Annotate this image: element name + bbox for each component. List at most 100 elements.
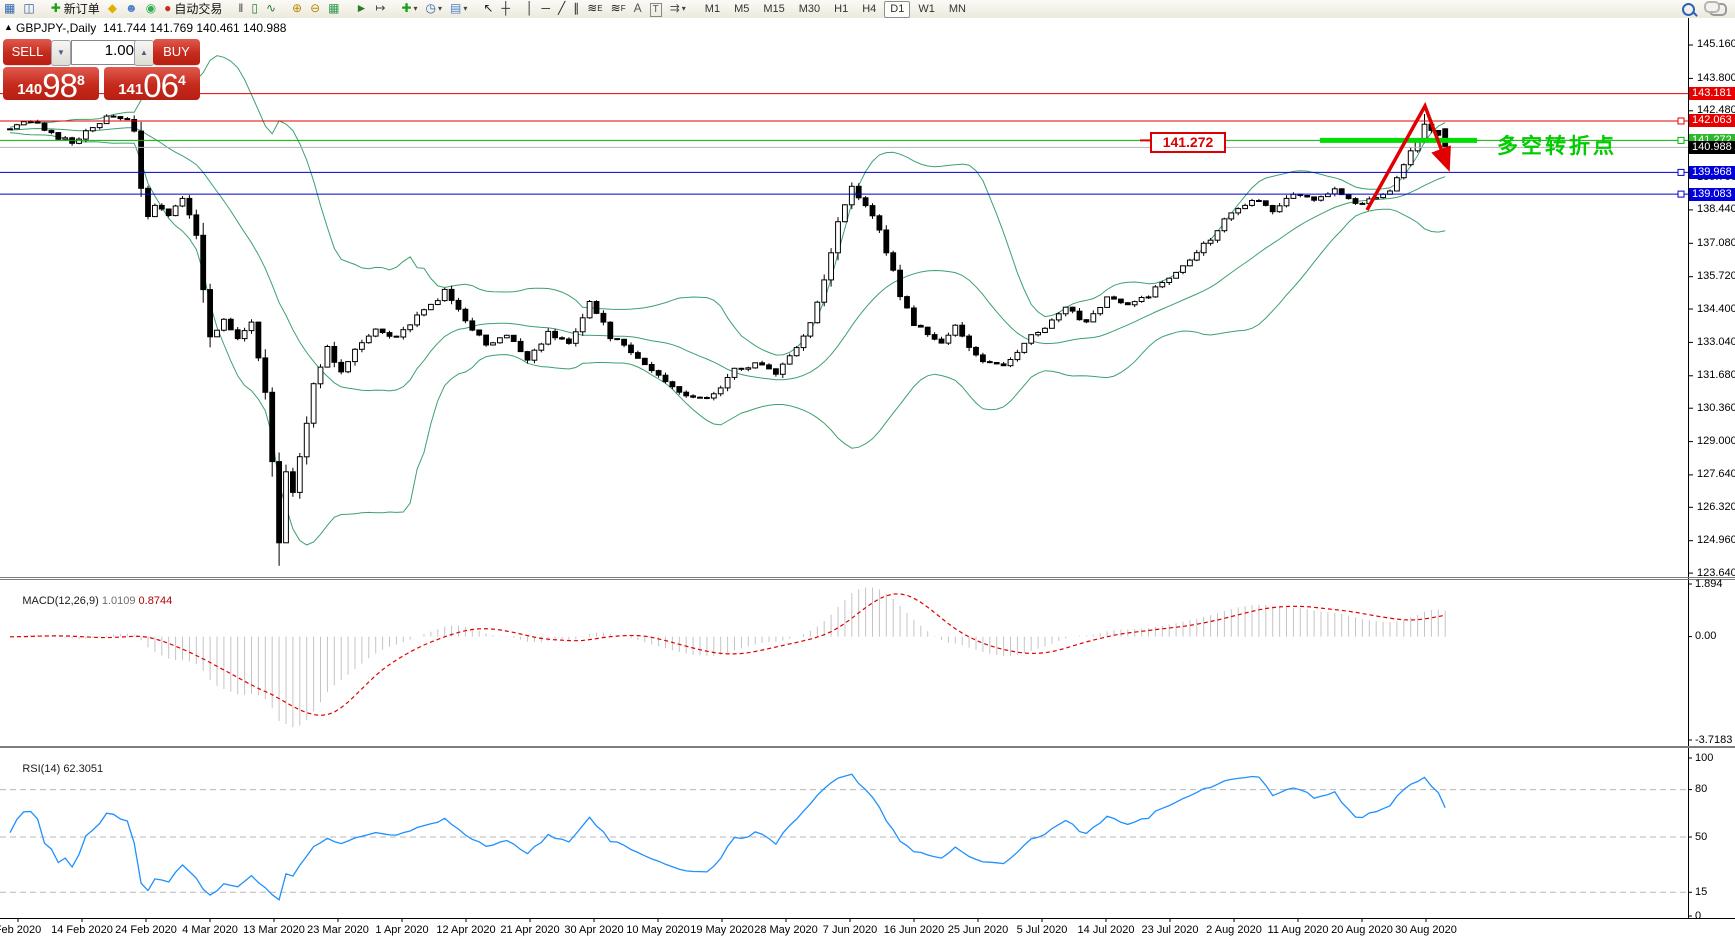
date-axis-label: 30 Apr 2020 xyxy=(564,924,624,936)
date-axis-label: 23 Mar 2020 xyxy=(307,924,369,936)
chinese-annotation-text[interactable]: 多空转折点 xyxy=(1497,135,1617,158)
sell-price-tile[interactable]: 140988 xyxy=(3,67,99,104)
add-indicator-button[interactable]: ✚ ▾ xyxy=(398,0,420,16)
chevron-down-icon: ▾ xyxy=(438,3,443,13)
sell-price-prefix: 140 xyxy=(17,81,43,98)
macd-name: MACD(12,26,9) xyxy=(22,595,99,607)
date-axis-label: 11 Aug 2020 xyxy=(1267,924,1329,936)
line-chart-icon: ∿ xyxy=(265,1,277,15)
chart-window: ▲ GBPJPY-,Daily 141.744 141.769 140.461 … xyxy=(0,18,1735,944)
buy-price-big: 06 xyxy=(143,67,179,104)
zoom-out-button[interactable]: ⊖ xyxy=(307,0,323,16)
volume-input[interactable]: 1.00 xyxy=(71,40,139,65)
market-watch-icon: ▦ xyxy=(4,1,16,15)
price-axis-label: 127.640 xyxy=(1697,468,1735,480)
price-line-badge: 139.968 xyxy=(1689,166,1735,179)
toolbar: ▦ ◫ ✚ 新订单 ◆ ☻ ◉ ● 自动交易 ‖ ▯ ∿ ⊕ ⊖ ▦ ► ↦ ✚ ▾ ◷ ▾ ▤ ▾ ↖ ┼ │ ─ ╱ ∥ ≋ E ≋ F A T… xyxy=(0,0,1735,19)
timeframe-m5-button[interactable]: M5 xyxy=(734,2,750,15)
arrows-tool-icon: ⇉ xyxy=(669,1,680,15)
price-axis-label: 135.720 xyxy=(1697,270,1735,282)
crosshair-button[interactable]: ┼ xyxy=(498,0,513,16)
price-line-badge: 139.083 xyxy=(1689,188,1735,201)
timeframe-d1-button[interactable]: D1 xyxy=(884,0,911,18)
timeframe-w1-button[interactable]: W1 xyxy=(918,2,935,15)
tile-windows-button[interactable]: ▦ xyxy=(325,0,342,16)
date-axis-label: Feb 2020 xyxy=(0,924,42,936)
new-order-button[interactable]: ✚ 新订单 xyxy=(48,0,103,16)
fibonacci-e-button[interactable]: ≋ E xyxy=(584,0,605,16)
crosshair-icon: ┼ xyxy=(501,1,510,15)
price-axis-label: 124.960 xyxy=(1697,534,1735,546)
cursor-button[interactable]: ↖ xyxy=(480,0,496,16)
date-axis-label: 1 Apr 2020 xyxy=(375,924,429,936)
hline-handle xyxy=(1677,117,1685,125)
buy-price-tile[interactable]: 141064 xyxy=(104,67,200,104)
signal-icon: ◉ xyxy=(145,1,157,15)
search-icon[interactable] xyxy=(1682,2,1695,16)
rsi-axis-label: 15 xyxy=(1695,886,1708,898)
price-axis-label: 130.360 xyxy=(1697,402,1735,414)
zoom-in-button[interactable]: ⊕ xyxy=(289,0,305,16)
volume-decrease-button[interactable]: ▼ xyxy=(51,40,71,66)
autotrading-button[interactable]: ● 自动交易 xyxy=(161,0,225,16)
date-axis-label: 24 Feb 2020 xyxy=(115,924,177,936)
periods-icon: ◷ xyxy=(425,1,437,15)
templates-button[interactable]: ▤ ▾ xyxy=(447,0,470,16)
price-axis-label: 131.680 xyxy=(1697,369,1735,381)
volume-increase-button[interactable]: ▲ xyxy=(134,40,154,66)
auto-scroll-button[interactable]: ► xyxy=(353,0,371,16)
sell-button[interactable]: SELL xyxy=(3,39,52,66)
price-axis-label: 134.400 xyxy=(1697,303,1735,315)
candlestick-chart-button[interactable]: ▯ xyxy=(248,0,261,16)
fibonacci-f-button[interactable]: ≋ F xyxy=(608,0,629,16)
date-axis-label: 20 Aug 2020 xyxy=(1331,924,1393,936)
signal-button[interactable]: ◉ xyxy=(143,0,159,16)
timeframe-m15-button[interactable]: M15 xyxy=(763,2,785,15)
periods-button[interactable]: ◷ ▾ xyxy=(423,0,446,16)
collapse-triangle-icon[interactable]: ▲ xyxy=(4,22,13,32)
price-axis-label: 145.160 xyxy=(1697,38,1735,50)
rsi-axis-label: 100 xyxy=(1695,752,1714,764)
chevron-down-icon: ▾ xyxy=(681,3,686,13)
horizontal-line-button[interactable]: ─ xyxy=(538,0,553,16)
timeframe-mn-button[interactable]: MN xyxy=(948,2,966,15)
timeframe-m1-button[interactable]: M1 xyxy=(704,2,721,15)
fibonacci-e-icon: ≋ xyxy=(587,1,598,15)
fibonacci-e-suffix: E xyxy=(597,3,603,13)
toolbar-items: ▦ ◫ ✚ 新订单 ◆ ☻ ◉ ● 自动交易 ‖ ▯ ∿ ⊕ ⊖ ▦ ► ↦ ✚ ▾ ◷ ▾ ▤ ▾ ↖ ┼ │ ─ ╱ ∥ ≋ E ≋ F A T… xyxy=(0,0,698,18)
line-chart-button[interactable]: ∿ xyxy=(263,0,279,16)
price-line-badge: 142.063 xyxy=(1689,114,1735,127)
chart-canvas[interactable] xyxy=(0,18,1735,944)
equidistant-channel-button[interactable]: ∥ xyxy=(570,0,582,16)
price-level-text-object[interactable]: 141.272 xyxy=(1150,132,1226,153)
date-axis-label: 14 Feb 2020 xyxy=(51,924,113,936)
timeframe-m30-button[interactable]: M30 xyxy=(798,2,821,15)
cursor-icon: ↖ xyxy=(483,1,494,15)
styles-button[interactable]: ◆ xyxy=(105,0,120,16)
market-watch-button[interactable]: ▦ xyxy=(1,0,18,16)
macd-label: MACD(12,26,9) 1.0109 0.8744 xyxy=(4,583,172,619)
data-window-button[interactable]: ◫ xyxy=(20,0,37,16)
sell-price-big: 98 xyxy=(42,67,78,104)
price-axis-label: 123.640 xyxy=(1697,567,1735,579)
timeframe-h1-button[interactable]: H1 xyxy=(834,2,849,15)
timeframe-h4-button[interactable]: H4 xyxy=(862,2,877,15)
zoom-out-icon: ⊖ xyxy=(310,1,321,15)
vertical-line-button[interactable]: │ xyxy=(523,0,537,16)
bar-chart-button[interactable]: ‖ xyxy=(235,0,246,16)
rsi-axis-label: 80 xyxy=(1695,783,1708,795)
price-axis-label: 129.000 xyxy=(1697,435,1735,447)
chat-icon[interactable] xyxy=(1704,0,1727,16)
chart-shift-icon: ↦ xyxy=(375,1,386,15)
price-axis-label: 133.040 xyxy=(1697,336,1735,348)
date-axis-label: 12 Apr 2020 xyxy=(436,924,496,936)
text-label-button[interactable]: T xyxy=(647,2,665,18)
text-button[interactable]: A xyxy=(631,0,645,16)
trendline-button[interactable]: ╱ xyxy=(555,0,568,16)
publisher-button[interactable]: ☻ xyxy=(122,0,141,16)
chart-shift-button[interactable]: ↦ xyxy=(372,0,388,16)
arrows-tool-button[interactable]: ⇉ ▾ xyxy=(667,0,689,16)
chevron-down-icon: ▾ xyxy=(463,3,468,13)
buy-button[interactable]: BUY xyxy=(153,39,200,66)
styles-icon: ◆ xyxy=(107,1,117,15)
